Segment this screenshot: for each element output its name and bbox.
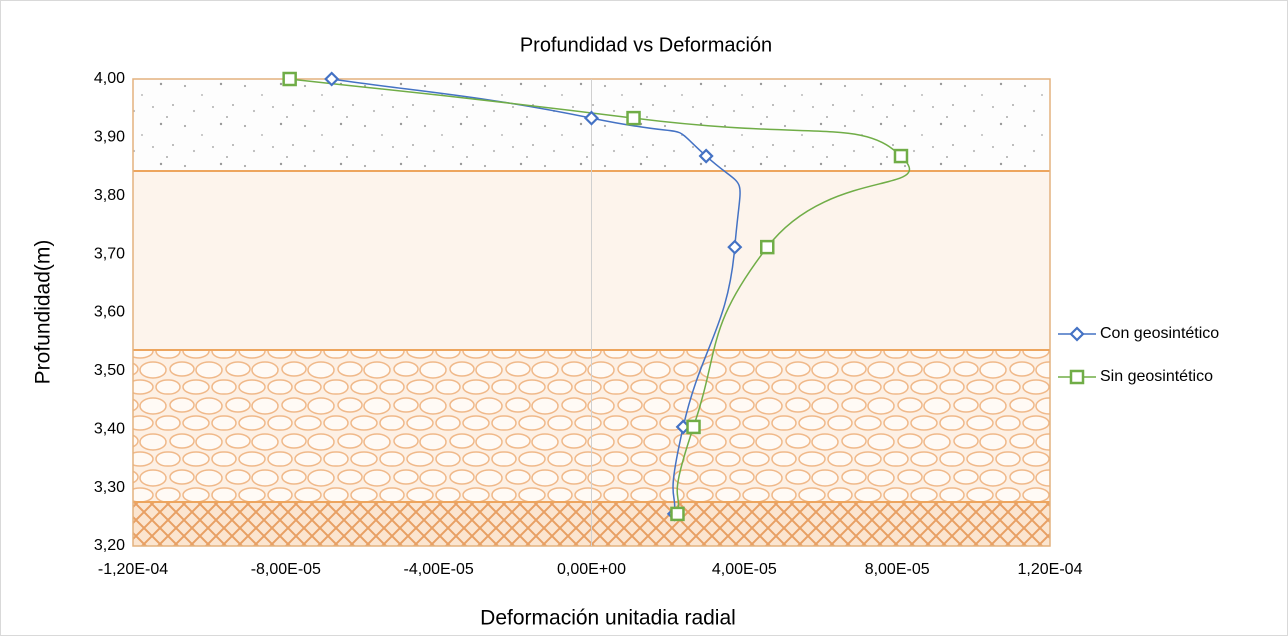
x-tick-label: -8,00E-05 — [251, 561, 321, 578]
x-tick-label: 1,20E-04 — [1018, 561, 1083, 578]
y-tick-label: 3,60 — [94, 304, 125, 321]
legend-label: Con geosintético — [1100, 325, 1219, 342]
data-point — [893, 148, 909, 164]
y-tick-label: 3,30 — [94, 479, 125, 496]
data-point — [727, 239, 743, 255]
data-point — [282, 71, 297, 87]
y-tick-label: 3,20 — [94, 537, 125, 554]
data-point — [698, 148, 714, 164]
legend-label: Sin geosintético — [1100, 368, 1213, 385]
x-tick-label: -4,00E-05 — [404, 561, 474, 578]
data-point — [626, 110, 641, 126]
x-tick-label: 8,00E-05 — [865, 561, 930, 578]
y-axis-title: Profundidad(m) — [32, 240, 55, 385]
x-tick-label: 0,00E+00 — [557, 561, 626, 578]
x-axis-title: Deformación unitadia radial — [480, 607, 736, 630]
x-tick-label: -1,20E-04 — [98, 561, 168, 578]
y-tick-label: 3,70 — [94, 245, 125, 262]
x-tick-label: 4,00E-05 — [712, 561, 777, 578]
y-tick-label: 3,50 — [94, 362, 125, 379]
y-tick-label: 4,00 — [94, 70, 125, 87]
data-point — [760, 239, 775, 255]
y-tick-label: 3,80 — [94, 187, 125, 204]
legend-marker — [1069, 326, 1085, 342]
legend-marker — [1069, 369, 1085, 385]
data-point — [670, 506, 685, 522]
data-point — [324, 71, 340, 87]
chart-title: Profundidad vs Deformación — [520, 34, 772, 56]
data-point — [583, 110, 600, 126]
y-tick-label: 3,40 — [94, 420, 125, 437]
data-point — [686, 419, 701, 435]
y-tick-label: 3,90 — [94, 129, 125, 146]
